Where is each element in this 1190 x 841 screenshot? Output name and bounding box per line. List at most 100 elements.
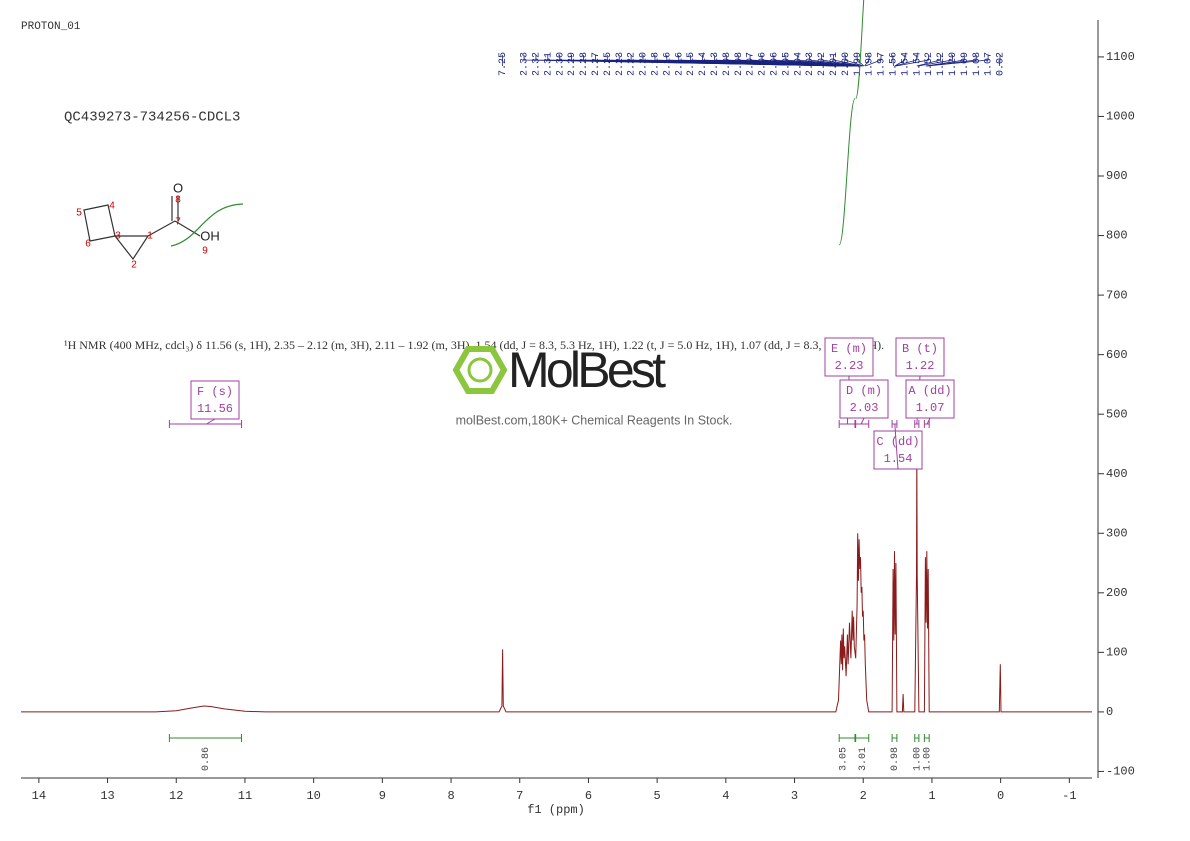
page-title: PROTON_01 bbox=[21, 21, 81, 33]
integral-bracket bbox=[914, 734, 920, 742]
logo-ring bbox=[467, 357, 493, 383]
peak-label: 2.22 bbox=[627, 52, 638, 76]
nmr-description: ¹H NMR (400 MHz, cdcl₃) δ 11.56 (s, 1H),… bbox=[64, 338, 884, 352]
peak-leader bbox=[797, 55, 861, 67]
peak-label: 2.02 bbox=[817, 52, 828, 76]
y-tick-label: -100 bbox=[1106, 765, 1135, 779]
peak-leader bbox=[864, 55, 870, 67]
multiplet-label: A (dd) bbox=[908, 384, 951, 398]
multiplet-shift: 2.03 bbox=[850, 401, 879, 415]
y-tick-label: 100 bbox=[1106, 646, 1128, 660]
x-tick-label: 7 bbox=[516, 789, 523, 803]
peak-leader bbox=[865, 55, 882, 67]
integral-value: 3.05 bbox=[839, 747, 850, 771]
peak-label: 2.30 bbox=[555, 52, 566, 76]
integral-bracket bbox=[855, 734, 870, 742]
multiplet-bracket bbox=[914, 420, 920, 428]
multiplet-leader bbox=[926, 417, 931, 425]
y-tick-label: 400 bbox=[1106, 467, 1128, 481]
peak-label: 2.32 bbox=[532, 52, 543, 76]
peak-label: 2.13 bbox=[710, 52, 721, 76]
peak-label: 2.16 bbox=[674, 52, 685, 76]
x-tick-label: 13 bbox=[100, 789, 114, 803]
multiplet-box bbox=[824, 337, 874, 377]
peak-leader bbox=[892, 55, 894, 67]
y-tick-label: 1000 bbox=[1106, 110, 1135, 124]
peak-label: 7.25 bbox=[498, 52, 509, 76]
integral-decor bbox=[170, 203, 244, 247]
multiplet-label: D (m) bbox=[846, 384, 882, 398]
peak-label: 2.18 bbox=[651, 52, 662, 76]
integral-value: 3.01 bbox=[858, 747, 869, 771]
integral-value: 0.98 bbox=[890, 747, 901, 771]
peak-label: 1.54 bbox=[912, 52, 923, 76]
x-tick-label: 14 bbox=[32, 789, 46, 803]
peak-label: 2.23 bbox=[615, 52, 626, 76]
y-tick-label: 300 bbox=[1106, 526, 1128, 540]
peak-leader bbox=[926, 55, 977, 67]
multiplet-label: F (s) bbox=[197, 385, 233, 399]
peak-leader bbox=[856, 55, 865, 67]
peak-label: 1.09 bbox=[960, 52, 971, 76]
peak-label: 2.31 bbox=[543, 52, 554, 76]
multiplet-shift: 11.56 bbox=[197, 402, 233, 416]
peak-leader bbox=[927, 55, 989, 67]
peak-leader bbox=[896, 55, 929, 67]
peak-leader bbox=[844, 55, 864, 67]
multiplet-shift: 1.54 bbox=[884, 452, 913, 466]
atom-label: 7 bbox=[175, 217, 181, 228]
y-tick-label: 0 bbox=[1106, 705, 1113, 719]
peak-leader bbox=[821, 55, 862, 67]
peak-label: 2.01 bbox=[829, 52, 840, 76]
peak-leader bbox=[925, 55, 965, 67]
atom-label: 6 bbox=[85, 239, 91, 250]
atom-label: 5 bbox=[76, 208, 82, 219]
integral-curve bbox=[855, 0, 865, 100]
peak-label: 2.14 bbox=[698, 52, 709, 76]
peak-label: 1.20 bbox=[948, 52, 959, 76]
x-tick-label: -1 bbox=[1062, 789, 1076, 803]
x-tick-label: 9 bbox=[379, 789, 386, 803]
peak-label: 2.03 bbox=[805, 52, 816, 76]
peak-label: 2.08 bbox=[734, 52, 745, 76]
peak-label: 2.06 bbox=[758, 52, 769, 76]
peak-label: 2.29 bbox=[567, 52, 578, 76]
y-tick-label: 600 bbox=[1106, 348, 1128, 362]
x-tick-label: 3 bbox=[791, 789, 798, 803]
peak-leader bbox=[916, 55, 941, 67]
peak-leader bbox=[894, 55, 906, 67]
peak-label: 2.28 bbox=[579, 52, 590, 76]
multiplet-leader bbox=[860, 417, 865, 425]
multiplet-bracket bbox=[168, 420, 243, 428]
x-tick-label: 8 bbox=[447, 789, 454, 803]
atom-label: 1 bbox=[147, 231, 153, 242]
x-axis-label: f1 (ppm) bbox=[527, 803, 585, 817]
x-tick-label: 5 bbox=[654, 789, 661, 803]
peak-label: 1.56 bbox=[889, 52, 900, 76]
atom-label: 2 bbox=[131, 260, 137, 271]
atom-label: 8 bbox=[175, 195, 181, 206]
multiplet-shift: 1.07 bbox=[916, 401, 945, 415]
integral-value: 0.86 bbox=[201, 747, 212, 771]
integral-bracket bbox=[891, 734, 898, 742]
x-tick-label: 2 bbox=[860, 789, 867, 803]
peak-leader bbox=[998, 55, 1001, 67]
logo-brand: MolBest bbox=[508, 342, 666, 398]
y-tick-label: 800 bbox=[1106, 229, 1128, 243]
y-tick-label: 900 bbox=[1106, 169, 1128, 183]
peak-label: 2.08 bbox=[722, 52, 733, 76]
peak-label: 1.97 bbox=[877, 52, 888, 76]
peak-label: 2.04 bbox=[793, 52, 804, 76]
peak-label: 2.16 bbox=[662, 52, 673, 76]
integral-bracket bbox=[168, 734, 243, 742]
multiplet-shift: 2.23 bbox=[835, 359, 864, 373]
x-tick-label: 6 bbox=[585, 789, 592, 803]
peak-label: 1.08 bbox=[972, 52, 983, 76]
integral-bracket bbox=[923, 734, 930, 742]
atom-label: OH bbox=[200, 228, 220, 243]
multiplet-bracket bbox=[855, 420, 870, 428]
peak-label: 2.00 bbox=[841, 52, 852, 76]
peak-label: 2.07 bbox=[746, 52, 757, 76]
x-tick-label: 12 bbox=[169, 789, 183, 803]
